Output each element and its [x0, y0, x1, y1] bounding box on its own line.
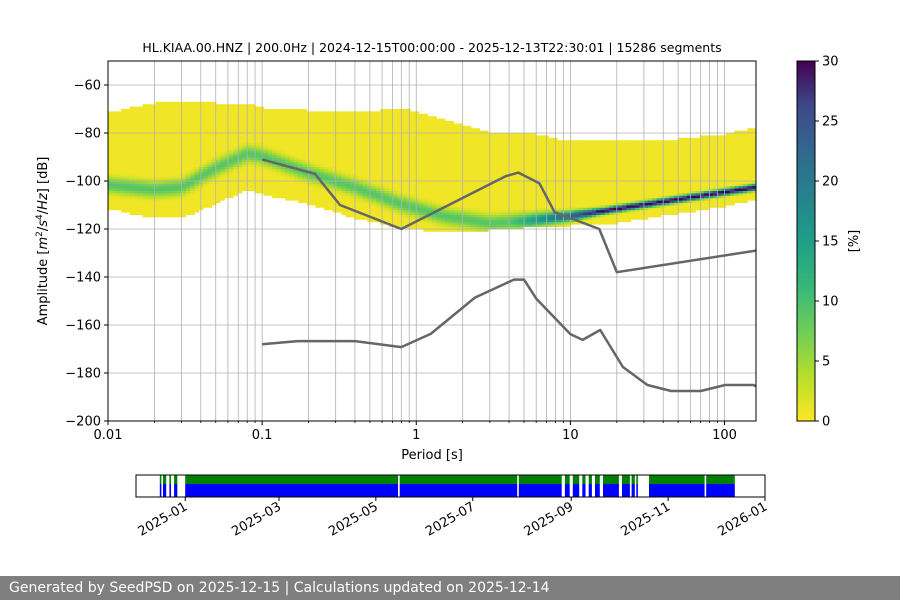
noise-model-nlnm — [261, 278, 756, 393]
coverage-bar-top — [622, 475, 630, 484]
coverage-bar-bottom — [159, 484, 162, 497]
x-tick-label: 0.1 — [252, 428, 273, 443]
x-axis-ticks: 0.01 0.1 1 10 100 — [94, 421, 737, 443]
coverage-bar-top — [399, 475, 518, 484]
coverage-date-label: 2026-01 — [715, 499, 770, 539]
coverage-bar-bottom — [185, 484, 398, 497]
y-axis-label: Amplitude [m2/s4/Hz] [dB] — [35, 157, 51, 326]
colorbar-tick-label: 15 — [822, 235, 839, 250]
x-tick-label: 100 — [712, 428, 737, 443]
coverage-bar-top — [564, 475, 570, 484]
x-tick-label: 0.01 — [94, 428, 123, 443]
coverage-bar-bottom — [564, 484, 570, 497]
coverage-date-label: 2025-11 — [619, 499, 674, 539]
coverage-bar-bottom — [595, 484, 600, 497]
coverage-date-label: 2025-09 — [522, 499, 577, 539]
coverage-bars — [159, 475, 735, 497]
coverage-date-label: 2025-03 — [229, 499, 284, 539]
coverage-bar-top — [582, 475, 586, 484]
x-tick-label: 1 — [412, 428, 420, 443]
colorbar-tick-label: 25 — [822, 115, 839, 130]
coverage-bar-top — [631, 475, 635, 484]
coverage-bar-bottom — [582, 484, 586, 497]
y-tick-label: −100 — [65, 175, 101, 190]
colorbar: 0 5 10 15 20 25 30 [%] — [796, 55, 862, 430]
figure-canvas: HL.KIAA.00.HNZ | 200.0Hz | 2024-12-15T00… — [35, 40, 862, 540]
coverage-bar-top — [588, 475, 592, 484]
x-tick-label: 10 — [562, 428, 579, 443]
coverage-bar-top — [159, 475, 162, 484]
coverage-bar-top — [649, 475, 705, 484]
coverage-bar-top — [185, 475, 398, 484]
coverage-bar-top — [163, 475, 167, 484]
coverage-date-label: 2025-01 — [136, 499, 191, 539]
coverage-bar-bottom — [169, 484, 171, 497]
coverage-bar-bottom — [603, 484, 619, 497]
coverage-bar-top — [636, 475, 638, 484]
colorbar-ticks: 0 5 10 15 20 25 30 — [815, 55, 839, 430]
coverage-bar-bottom — [518, 484, 562, 497]
coverage-bar-top — [603, 475, 619, 484]
coverage-bar-bottom — [174, 484, 178, 497]
coverage-date-label: 2025-05 — [326, 499, 381, 539]
colorbar-tick-label: 30 — [822, 55, 839, 70]
coverage-bar-bottom — [622, 484, 630, 497]
colorbar-tick-label: 20 — [822, 175, 839, 190]
footer-bar: Generated by SeedPSD on 2025-12-15 | Cal… — [0, 576, 900, 600]
y-tick-label: −80 — [74, 127, 101, 142]
coverage-bar-bottom — [588, 484, 592, 497]
y-tick-label: −60 — [74, 79, 101, 94]
plot-frame — [107, 60, 757, 422]
coverage-bar-top — [169, 475, 171, 484]
coverage-date-label: 2025-07 — [423, 499, 478, 539]
coverage-bar-top — [706, 475, 735, 484]
footer-text: Generated by SeedPSD on 2025-12-15 | Cal… — [9, 580, 550, 596]
chart-title: HL.KIAA.00.HNZ | 200.0Hz | 2024-12-15T00… — [142, 40, 721, 55]
y-axis-ticks: −200 −180 −160 −140 −120 −100 −80 −60 — [65, 79, 108, 430]
y-tick-label: −140 — [65, 271, 101, 286]
coverage-bar-bottom — [706, 484, 735, 497]
coverage-bar-bottom — [631, 484, 635, 497]
coverage-bar-top — [595, 475, 600, 484]
coverage-bar-top — [174, 475, 178, 484]
coverage-frame — [135, 474, 766, 498]
y-tick-label: −160 — [65, 319, 101, 334]
noise-model-nhnm — [261, 158, 756, 274]
coverage-date-ticks: 2025-01 2025-03 2025-05 2025-07 2025-09 2025-… — [136, 497, 770, 540]
colorbar-tick-label: 10 — [822, 295, 839, 310]
y-tick-label: −200 — [65, 415, 101, 430]
coverage-bar-bottom — [649, 484, 705, 497]
noise-model-lines — [261, 158, 756, 393]
coverage-timeline: 2025-01 2025-03 2025-05 2025-07 2025-09 2025-… — [135, 474, 770, 540]
coverage-bar-bottom — [636, 484, 638, 497]
coverage-bar-bottom — [572, 484, 580, 497]
psd-plot: 0.01 0.1 1 10 100 −200 −180 −160 −140 −120 −100 −8… — [35, 60, 757, 463]
y-tick-label: −180 — [65, 367, 101, 382]
colorbar-tick-label: 5 — [822, 355, 830, 370]
coverage-bar-top — [518, 475, 562, 484]
colorbar-gradient — [796, 60, 816, 422]
coverage-bar-top — [572, 475, 580, 484]
colorbar-label: [%] — [847, 230, 862, 253]
coverage-bar-bottom — [163, 484, 167, 497]
coverage-bar-bottom — [399, 484, 518, 497]
y-tick-label: −120 — [65, 223, 101, 238]
x-axis-label: Period [s] — [401, 448, 463, 463]
colorbar-tick-label: 0 — [822, 415, 830, 430]
